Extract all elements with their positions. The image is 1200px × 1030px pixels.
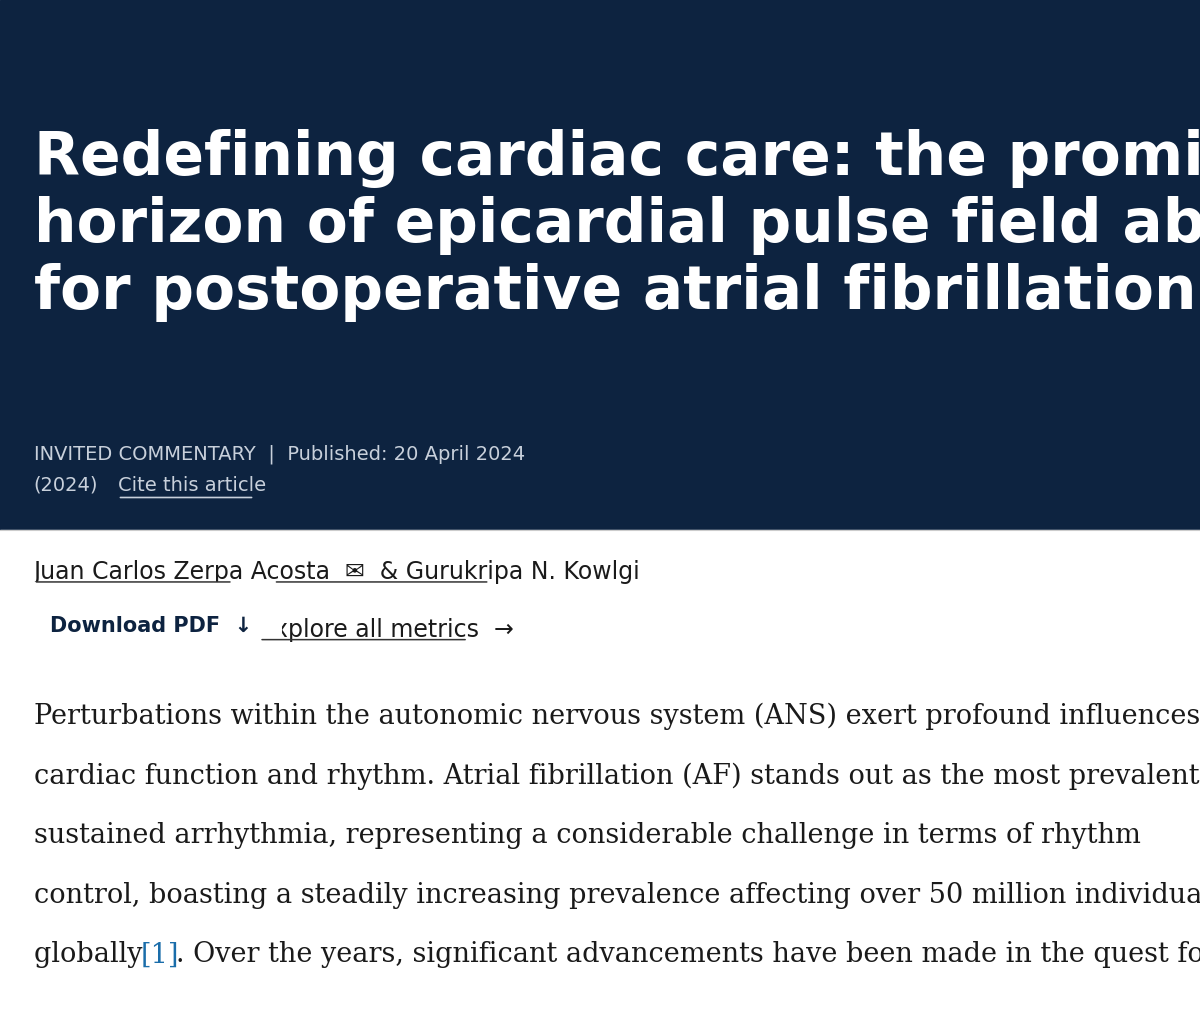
Text: Download PDF  ↓: Download PDF ↓ [49, 616, 252, 637]
Text: INVITED COMMENTARY  |  Published: 20 April 2024: INVITED COMMENTARY | Published: 20 April… [34, 445, 524, 465]
Text: Redefining cardiac care: the promising
horizon of epicardial pulse field ablatio: Redefining cardiac care: the promising h… [34, 129, 1200, 322]
Text: cardiac function and rhythm. Atrial fibrillation (AF) stands out as the most pre: cardiac function and rhythm. Atrial fibr… [34, 762, 1199, 790]
Text: control, boasting a steadily increasing prevalence affecting over 50 million ind: control, boasting a steadily increasing … [34, 882, 1200, 908]
Text: Cite this article: Cite this article [118, 476, 265, 494]
Text: 🔔 154: 🔔 154 [34, 618, 101, 642]
Text: [1]: [1] [140, 941, 179, 968]
Text: Perturbations within the autonomic nervous system (ANS) exert profound influence: Perturbations within the autonomic nervo… [34, 702, 1200, 730]
Text: Accesses: Accesses [138, 618, 246, 642]
Bar [0, 0, 1200, 530]
Bar [0, 530, 1200, 1030]
Text: sustained arrhythmia, representing a considerable challenge in terms of rhythm: sustained arrhythmia, representing a con… [34, 822, 1140, 849]
Text: Explore all metrics  →: Explore all metrics → [259, 618, 514, 642]
FancyBboxPatch shape [19, 582, 282, 671]
Text: globally: globally [34, 941, 151, 968]
Text: Juan Carlos Zerpa Acosta  ✉  & Gurukripa N. Kowlgi: Juan Carlos Zerpa Acosta ✉ & Gurukripa N… [34, 560, 641, 584]
Text: (2024): (2024) [34, 476, 98, 494]
Text: . Over the years, significant advancements have been made in the quest for: . Over the years, significant advancemen… [176, 941, 1200, 968]
